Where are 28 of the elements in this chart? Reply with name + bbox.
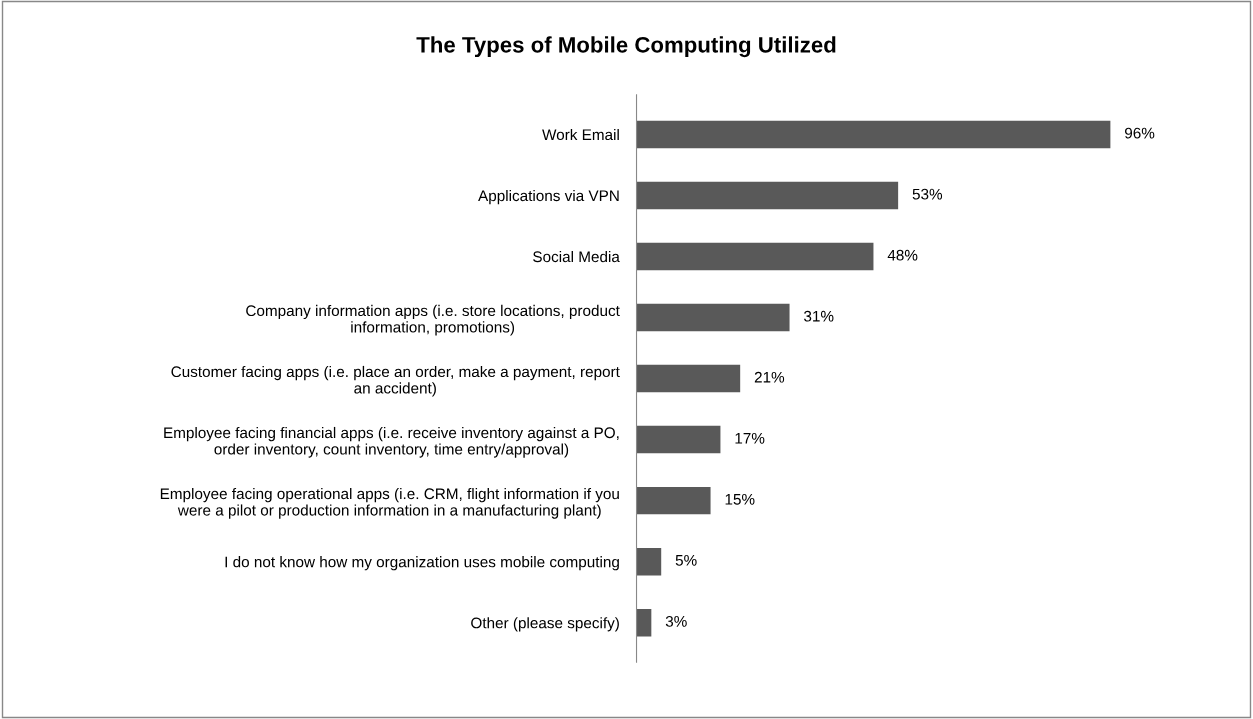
y-tick-label: I do not know how my organization uses mobile computing bbox=[225, 556, 619, 571]
chart-title: The Types of Mobile Computing Utilized bbox=[416, 36, 836, 58]
data-label: 15% bbox=[725, 493, 755, 505]
data-label: 53% bbox=[912, 188, 943, 200]
bar bbox=[636, 486, 711, 515]
data-label: 31% bbox=[804, 310, 834, 322]
bar bbox=[636, 242, 874, 271]
bar bbox=[636, 120, 1111, 149]
data-label: 48% bbox=[887, 249, 918, 261]
y-tick-label: Applications via VPN bbox=[478, 189, 619, 205]
data-label: 17% bbox=[735, 432, 765, 444]
y-tick-label: Social Media bbox=[533, 250, 620, 263]
y-tick-label: Company information apps (i.e. store locations, product information, promotions) bbox=[246, 304, 620, 336]
y-tick-label: Employee facing operational apps (i.e. CRM, flight information if you were a pilot or production information in a manufacturing plant) bbox=[160, 487, 619, 519]
bar bbox=[636, 425, 721, 454]
bar bbox=[636, 181, 899, 210]
data-label: 3% bbox=[665, 615, 687, 627]
y-tick-label: Employee facing financial apps (i.e. receive inventory against a PO, order inventory, count inventory, time entry/approval) bbox=[164, 426, 619, 458]
y-tick-label: Customer facing apps (i.e. place an order, make a payment, report an accident) bbox=[171, 365, 620, 397]
y-tick-label: Work Email bbox=[542, 128, 619, 141]
y-tick-label: Other (please specify) bbox=[471, 617, 619, 632]
data-label: 21% bbox=[754, 371, 785, 383]
bar bbox=[636, 608, 652, 637]
bar bbox=[636, 364, 741, 393]
data-label: 96% bbox=[1124, 127, 1155, 139]
bar bbox=[636, 303, 790, 332]
bar bbox=[636, 547, 662, 576]
data-label: 5% bbox=[675, 555, 697, 566]
